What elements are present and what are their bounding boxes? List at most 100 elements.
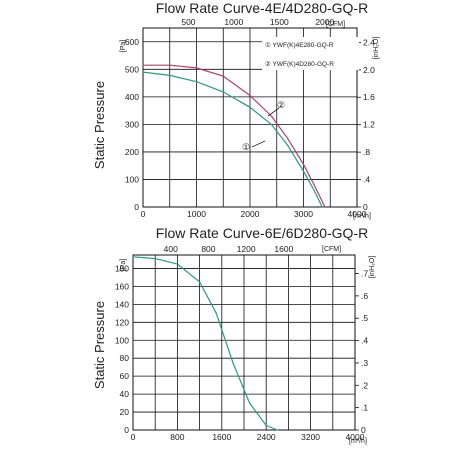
series-line-2 [143, 64, 326, 208]
x-top-tick-label: 2000 [315, 17, 334, 27]
y-left-tick-label: 600 [125, 37, 139, 47]
series-point [222, 91, 224, 93]
x-top-tick-label: 400 [164, 244, 178, 254]
series-point [302, 170, 305, 172]
series-point [248, 402, 251, 404]
series-point [286, 144, 289, 146]
x-bottom-tick-label: 4000 [346, 432, 365, 442]
y-right-tick-label: .2 [361, 380, 368, 390]
y-right-tick-label: 0 [361, 425, 366, 435]
y-right-tick-label: .8 [363, 147, 370, 157]
x-bottom-tick-label: 2000 [241, 209, 260, 219]
y-left-unit: [Pa] [120, 40, 127, 53]
y-right-unit: [inH₂O] [369, 256, 376, 279]
x-bottom-unit: [m³/h] [349, 438, 367, 445]
y-right-tick-label: 1.6 [363, 92, 375, 102]
series-point [195, 67, 198, 69]
y-right-tick-label: .7 [361, 269, 368, 279]
y-left-tick-label: 20 [120, 407, 130, 417]
y-left-tick-label: 120 [115, 317, 129, 327]
y-right-tick-label: .6 [361, 291, 368, 301]
series-lines [142, 64, 326, 208]
x-bottom-tick-label: 4000 [348, 209, 367, 219]
series-point [176, 263, 178, 265]
series-point [132, 256, 134, 258]
legend-entry-1: ① YWF(K)4E280-GQ-R [265, 41, 334, 49]
x-bottom-tick-label: 1600 [212, 432, 231, 442]
y-right-tick-label: 2.0 [363, 65, 375, 75]
series-point [222, 75, 224, 77]
series-line-1 [142, 71, 323, 208]
flow-rate-chart-4e: Flow Rate Curve-4E/4D280-GQ-R Static Pre… [92, 0, 380, 220]
series-point [199, 281, 201, 283]
y-left-tick-label: 160 [115, 281, 129, 291]
x-top-tick-label: 1200 [237, 244, 256, 254]
series-point [321, 206, 323, 208]
y-left-tick-label: 140 [115, 299, 129, 309]
series-point [276, 429, 278, 431]
y-right-tick-label: .5 [361, 313, 368, 323]
x-top-unit: [CFM] [326, 21, 345, 28]
series-point [249, 106, 251, 108]
series-point [142, 71, 144, 73]
annotation-2: ② [277, 100, 285, 110]
y-right-tick-label: 2.4 [363, 37, 375, 47]
y-left-unit: [Pa] [120, 259, 127, 272]
series-point [195, 81, 198, 83]
y-left-tick-label: 0 [134, 202, 139, 212]
y-left-tick-label: 180 [115, 263, 129, 273]
x-top-unit: [CFM] [322, 246, 341, 253]
y-right-tick-label: .4 [363, 175, 370, 185]
y-right-tick-label: .1 [361, 403, 368, 413]
y-right-tick-label: 0 [363, 202, 368, 212]
series-lines [132, 256, 278, 431]
x-bottom-tick-label: 2400 [257, 432, 276, 442]
y-axis-label: Static Pressure [92, 301, 107, 389]
y-axis-label: Static Pressure [92, 81, 107, 169]
series-point [169, 74, 171, 76]
y-right-tick-label: 1.2 [363, 120, 375, 130]
annotation-leader-2 [267, 107, 280, 117]
x-top-tick-label: 1000 [224, 17, 243, 27]
x-bottom-tick-label: 0 [131, 432, 136, 442]
annotation-1: ① [242, 142, 250, 152]
x-top-tick-label: 800 [201, 244, 215, 254]
legend-entry-2: ② YWF(K)4D280-GQ-R [265, 60, 334, 68]
y-left-tick-label: 40 [120, 389, 130, 399]
y-left-tick-label: 100 [115, 335, 129, 345]
legend: ① YWF(K)4E280-GQ-R ② YWF(K)4D280-GQ-R [262, 37, 359, 70]
curve-annotations: ① ② [242, 100, 285, 152]
series-point [232, 362, 234, 364]
annotation-leader-1 [251, 140, 266, 148]
x-top-tick-label: 500 [181, 17, 195, 27]
series-point [324, 206, 326, 208]
chart-title: Flow Rate Curve-4E/4D280-GQ-R [156, 0, 368, 16]
y-left-tick-label: 200 [125, 147, 139, 157]
flow-rate-chart-6e: Flow Rate Curve-6E/6D280-GQ-R Static Pre… [92, 225, 376, 445]
grid [132, 254, 356, 431]
series-point [270, 123, 272, 125]
series-point [154, 257, 156, 260]
series-line-1 [132, 256, 278, 431]
y-left-tick-label: 60 [120, 371, 130, 381]
y-left-tick-label: 500 [125, 64, 139, 74]
series-point [215, 312, 217, 314]
y-left-tick-label: 300 [125, 119, 139, 129]
grid [142, 27, 358, 208]
x-top-tick-label: 1500 [270, 17, 289, 27]
series-point [169, 64, 171, 66]
series-point [313, 189, 315, 192]
y-right-unit: [inH₂O] [373, 37, 380, 60]
series-point [313, 184, 315, 186]
y-left-tick-label: 80 [120, 353, 130, 363]
x-bottom-tick-label: 800 [170, 432, 184, 442]
y-right-tick-label: .4 [361, 336, 368, 346]
series-point [265, 424, 267, 427]
x-bottom-tick-label: 3000 [294, 209, 313, 219]
series-point [302, 163, 305, 165]
y-left-tick-label: 100 [125, 174, 139, 184]
chart-title: Flow Rate Curve-6E/6D280-GQ-R [156, 225, 368, 241]
y-left-tick-label: 0 [124, 425, 129, 435]
